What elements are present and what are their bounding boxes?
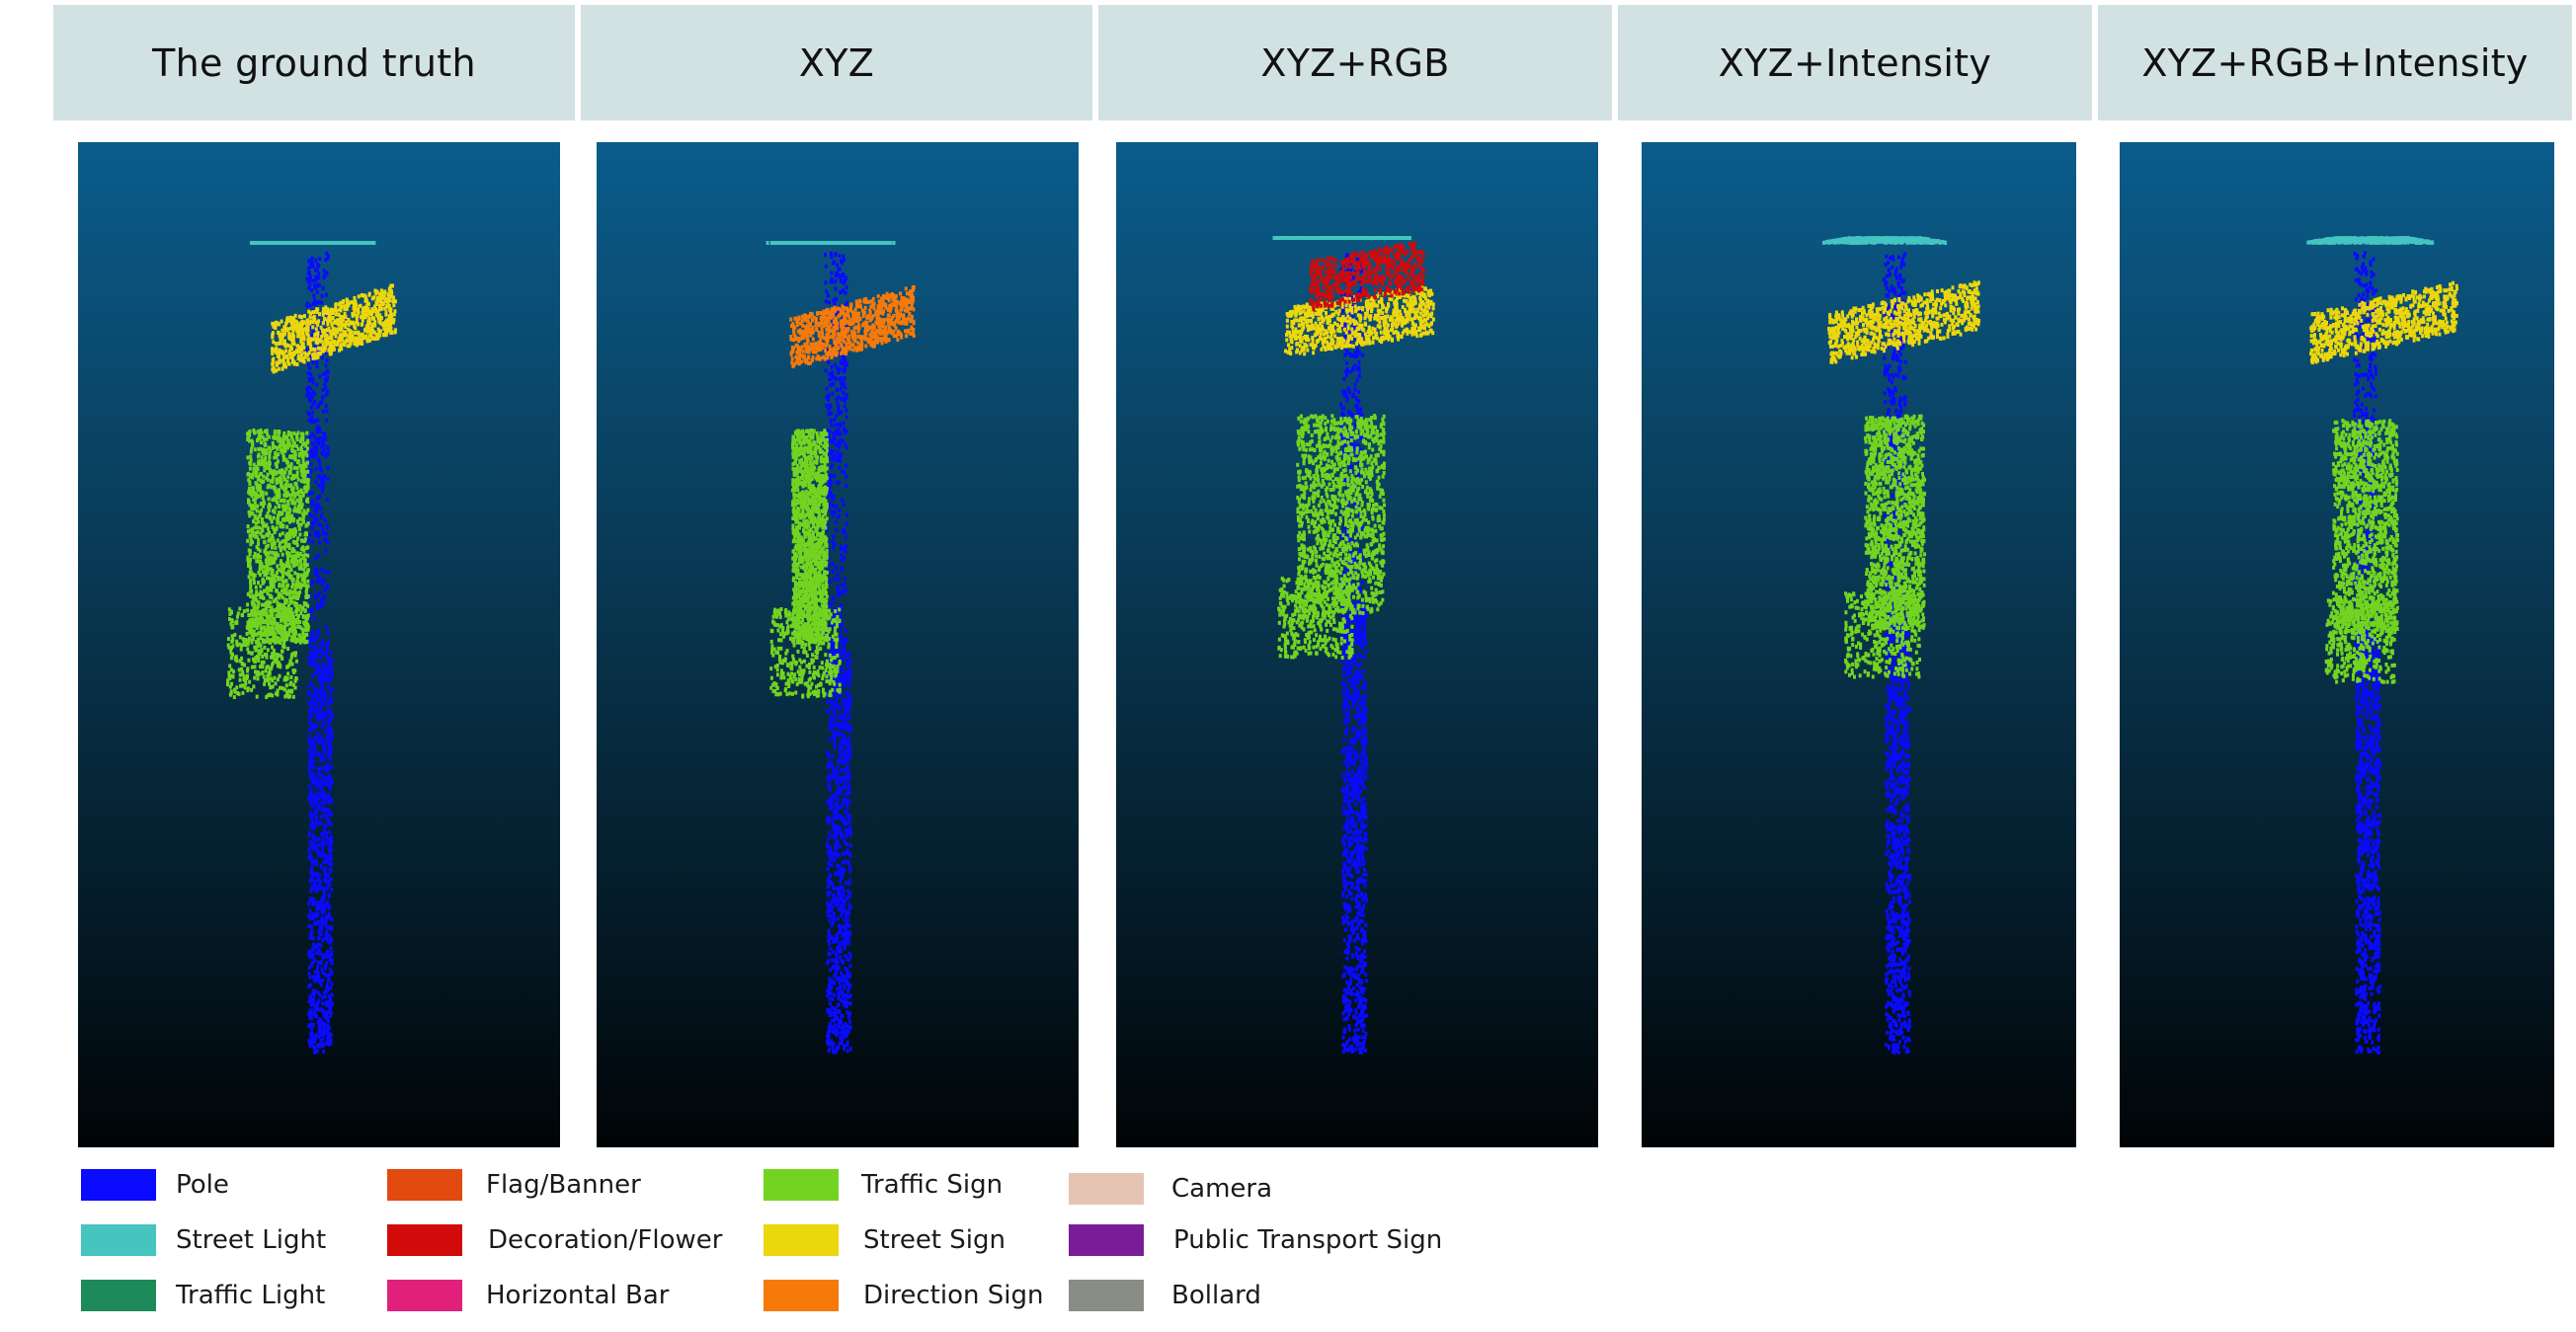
point-cloud-svg (1272, 236, 1435, 1055)
point-cloud-xyz-rgb-intensity (2120, 142, 2554, 1147)
legend-label: Decoration/Flower (488, 1224, 722, 1256)
column-header-xyz: XYZ (581, 5, 1092, 120)
legend-swatch (81, 1280, 156, 1311)
legend-label: Camera (1171, 1173, 1272, 1205)
legend-label: Traffic Sign (861, 1169, 1003, 1201)
point-cloud-svg (2306, 236, 2458, 1055)
legend-label: Traffic Light (176, 1280, 325, 1311)
point-cloud-svg (1821, 236, 1980, 1055)
point-cloud-svg (765, 241, 916, 1055)
column-header-ground-truth: The ground truth (53, 5, 575, 120)
point-cloud-xyz (597, 142, 1079, 1147)
point-cloud-ground-truth (78, 142, 560, 1147)
point-cloud-xyz-rgb (1116, 142, 1598, 1147)
legend-swatch (1069, 1224, 1144, 1256)
legend-swatch (764, 1224, 839, 1256)
legend-label: Direction Sign (863, 1280, 1043, 1311)
legend-label: Public Transport Sign (1173, 1224, 1442, 1256)
point-cloud-xyz-intensity (1642, 142, 2076, 1147)
column-header-xyz-rgb: XYZ+RGB (1098, 5, 1612, 120)
legend-label: Horizontal Bar (486, 1280, 669, 1311)
legend-swatch (1069, 1173, 1144, 1205)
legend-swatch (81, 1169, 156, 1201)
legend-label: Street Light (176, 1224, 326, 1256)
legend-swatch (1069, 1280, 1144, 1311)
column-header-xyz-intensity: XYZ+Intensity (1618, 5, 2092, 120)
legend-swatch (81, 1224, 156, 1256)
legend-swatch (387, 1280, 462, 1311)
legend-label: Flag/Banner (486, 1169, 641, 1201)
legend-swatch (764, 1280, 839, 1311)
legend-swatch (387, 1224, 462, 1256)
legend-label: Street Sign (863, 1224, 1006, 1256)
legend-label: Pole (176, 1169, 229, 1201)
legend-label: Bollard (1171, 1280, 1261, 1311)
column-header-xyz-rgb-intensity: XYZ+RGB+Intensity (2098, 5, 2572, 120)
legend-swatch (764, 1169, 839, 1201)
point-cloud-svg (226, 241, 397, 1055)
legend-swatch (387, 1169, 462, 1201)
